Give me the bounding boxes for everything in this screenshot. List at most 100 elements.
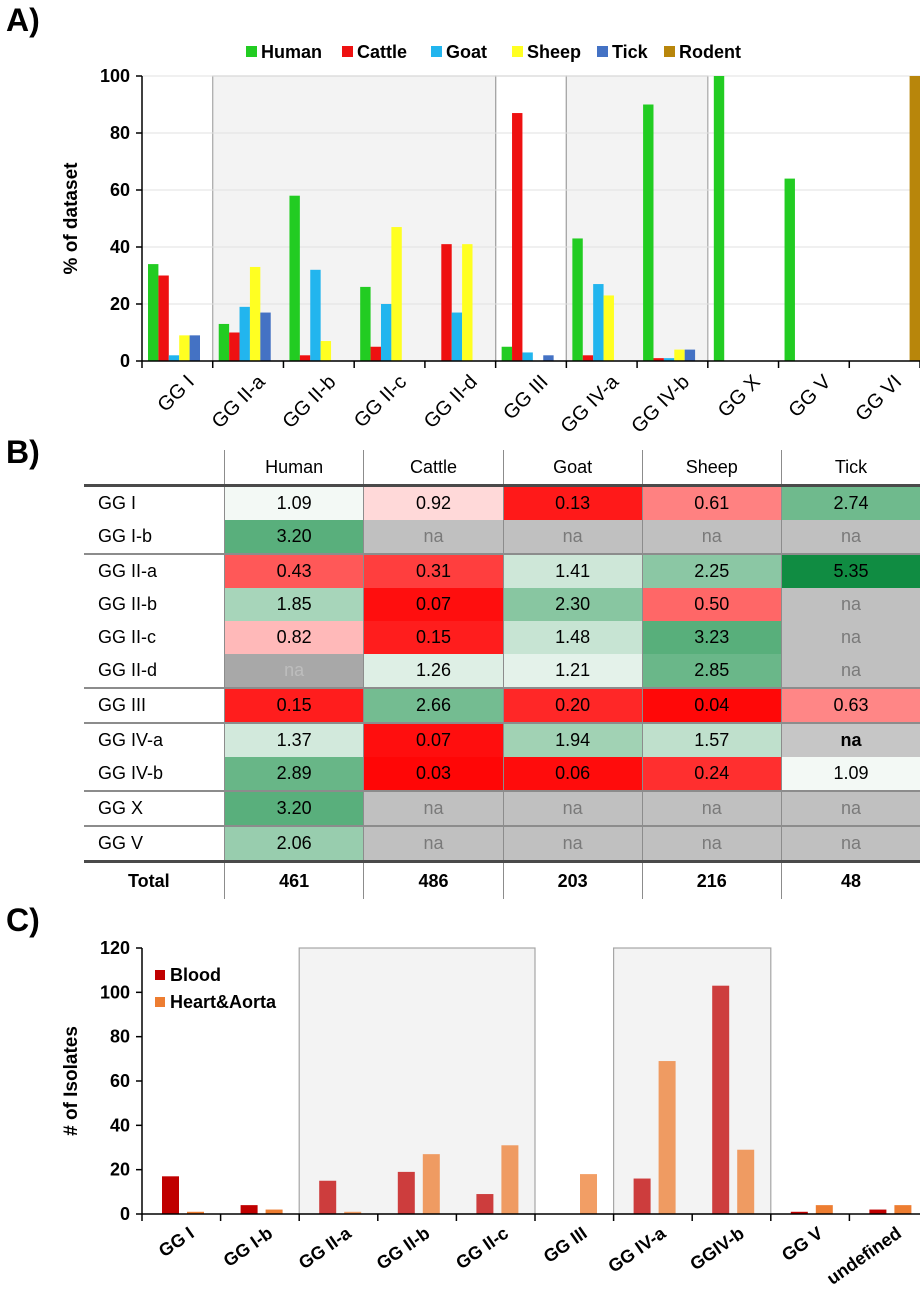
bar	[397, 1171, 415, 1214]
bar	[784, 178, 795, 361]
bar	[187, 1211, 204, 1214]
y-tick-label: 100	[100, 66, 130, 86]
table-cell: 0.04	[641, 688, 782, 724]
ratio-table: Human Cattle Goat Sheep Tick GG I 1.09 0.92 0.13…	[84, 450, 920, 899]
table-cell: na	[641, 791, 782, 827]
bar	[512, 113, 523, 361]
table-cell: na	[502, 791, 643, 827]
table-cell: 3.20	[223, 520, 364, 555]
table-total-row: Total 461 486 203 216 48	[84, 860, 920, 899]
x-tick-label: GG III	[499, 371, 552, 424]
total-cell: 461	[223, 860, 364, 899]
y-tick-label: 20	[110, 294, 130, 314]
x-tick-label: GG IV-b	[627, 371, 694, 438]
bar	[572, 238, 583, 361]
x-tick-label: GG II-d	[420, 371, 482, 433]
table-cell: 2.74	[780, 485, 920, 520]
table-row: GG II-a 0.43 0.31 1.41 2.25 5.35	[84, 554, 920, 588]
legend-label: Tick	[612, 42, 649, 62]
row-label: GG X	[84, 791, 225, 827]
column-header: Cattle	[363, 450, 504, 487]
table-cell: na	[780, 791, 920, 827]
bar	[790, 1211, 808, 1214]
y-tick-label: 20	[110, 1160, 130, 1180]
table-cell: 1.21	[502, 654, 643, 689]
total-cell: 48	[780, 860, 920, 899]
table-cell: 1.85	[223, 588, 364, 621]
x-tick-label: GG V	[785, 371, 836, 422]
table-cell: na	[502, 826, 643, 862]
row-label: GG IV-b	[84, 757, 225, 792]
y-tick-label: 40	[110, 1115, 130, 1135]
bar	[674, 349, 685, 361]
table-cell: 0.82	[223, 621, 364, 654]
table-cell: na	[780, 654, 920, 689]
bar	[310, 269, 321, 361]
bar	[229, 332, 240, 361]
row-label: GG II-b	[98, 594, 158, 614]
table-cell: 0.24	[641, 757, 782, 792]
table-cell: na	[641, 520, 782, 555]
bar	[422, 1154, 440, 1214]
bar	[462, 244, 473, 361]
column-header: Sheep	[641, 450, 782, 487]
column-header: Tick	[780, 450, 920, 487]
total-label: Total	[84, 860, 225, 899]
legend-label: Cattle	[357, 42, 407, 62]
table-cell: 0.15	[223, 688, 364, 724]
bar	[441, 244, 452, 361]
row-label: GG II-c	[98, 627, 156, 647]
row-label: GG III	[84, 688, 225, 724]
table-row: GG II-b 1.85 0.07 2.30 0.50 na	[84, 588, 920, 621]
bar	[501, 346, 513, 361]
table-row: GG I-b 3.20 na na na na	[84, 520, 920, 555]
bar	[265, 1209, 283, 1214]
legend-swatch	[597, 46, 608, 57]
table-cell: 1.41	[502, 554, 643, 588]
table-cell: na	[780, 588, 920, 621]
bar	[299, 355, 311, 361]
y-tick-label: 80	[110, 1027, 130, 1047]
panel-label-b: B)	[6, 434, 40, 470]
bar	[451, 312, 463, 361]
bar	[148, 264, 159, 361]
bar	[593, 284, 604, 361]
bar	[168, 355, 180, 361]
total-cell: 216	[641, 860, 782, 899]
legend-swatch	[342, 46, 353, 57]
table-row: GG III 0.15 2.66 0.20 0.04 0.63	[84, 688, 920, 724]
bar	[158, 275, 169, 361]
bar	[869, 1209, 887, 1214]
y-axis-title: % of dataset	[61, 162, 82, 275]
table-cell: 0.07	[363, 588, 504, 621]
y-tick-label: 100	[100, 982, 130, 1002]
legend-swatch	[246, 46, 257, 57]
table-cell: na	[363, 791, 504, 827]
table-cell: 0.13	[502, 485, 643, 520]
x-tick-label: GG II-c	[350, 371, 411, 432]
legend-label: Sheep	[527, 42, 581, 62]
x-tick-label: GG II-a	[295, 1222, 356, 1273]
x-tick-label: GG I-b	[220, 1223, 277, 1271]
y-tick-label: 40	[110, 237, 130, 257]
bar	[582, 355, 594, 361]
x-tick-label: GG I	[153, 371, 198, 416]
x-tick-label: GG X	[714, 371, 765, 422]
bar	[239, 306, 250, 361]
table-cell: na	[223, 654, 364, 689]
table-cell: na	[780, 826, 920, 862]
legend-swatch	[155, 970, 165, 980]
panel-label-c: C)	[6, 902, 40, 938]
x-tick-label: GG III	[540, 1223, 591, 1267]
legend-label: Goat	[446, 42, 487, 62]
y-tick-label: 0	[120, 1204, 130, 1224]
table-cell: 2.25	[641, 554, 782, 588]
table-row: GG II-c 0.82 0.15 1.48 3.23 na	[84, 621, 920, 654]
table-cell: 1.48	[502, 621, 643, 654]
table-cell: 0.63	[780, 688, 920, 724]
row-label: GG I-b	[84, 520, 225, 555]
chart-c: 0 20 40 60 80 100 120 # of Isolates GG I GG I-b GG…	[61, 938, 920, 1289]
table-cell: na	[780, 723, 920, 757]
x-tick-label: GG II-a	[208, 370, 271, 433]
